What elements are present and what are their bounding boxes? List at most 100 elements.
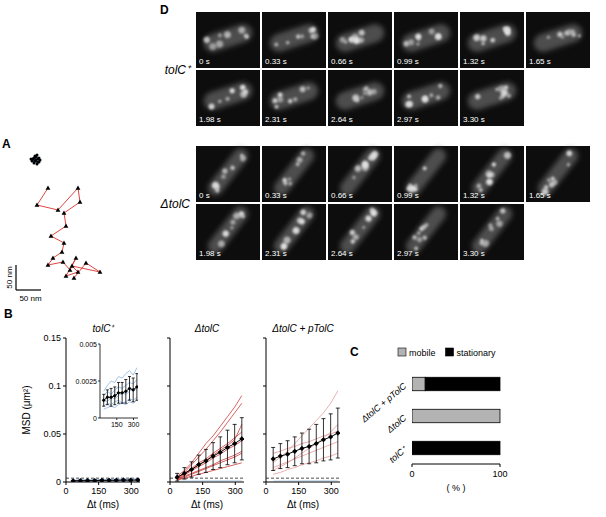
x-tick <box>331 482 332 485</box>
micrograph-background <box>394 12 458 68</box>
trace-line <box>104 380 137 396</box>
cell-glow <box>333 22 386 55</box>
mean-point <box>218 450 223 455</box>
cell-body <box>333 22 386 55</box>
frame-time: 0.33 s <box>265 191 287 200</box>
x-tick <box>98 482 99 485</box>
fluorescent-spot <box>479 240 485 246</box>
fluorescent-spot <box>487 222 493 228</box>
mean-point <box>113 394 117 398</box>
micrograph <box>460 203 524 260</box>
msd-panel: 00.050.10.150150300tolC⁺Δt (ms)MSD (μm²)… <box>4 307 140 510</box>
track-point <box>78 199 83 203</box>
frame-time: 1.98 s <box>199 115 221 124</box>
frame-time: 0.99 s <box>397 191 419 200</box>
track-point <box>60 249 65 253</box>
bar-panel: ΔtolC + pTolCΔtolCtolC⁺0100( % )mobilest… <box>350 345 508 493</box>
track-point <box>37 158 40 161</box>
micrograph-background <box>328 70 392 126</box>
x-tick-label: 300 <box>124 486 139 496</box>
track-point <box>98 269 103 273</box>
fluorescent-spot <box>349 229 357 237</box>
cell-glow <box>267 22 320 55</box>
error-bar <box>190 462 194 477</box>
mean-line <box>177 439 242 477</box>
error-bar <box>197 455 201 474</box>
track-line <box>37 188 100 278</box>
error-bar <box>278 444 282 469</box>
inset-y-tick <box>98 344 100 345</box>
track-point <box>38 161 41 164</box>
frame-time: 0.66 s <box>331 191 353 200</box>
y-axis <box>266 338 267 482</box>
image-panel: DtolC⁺0 s0.33 s0.66 s0.99 s1.32 s1.65 s1… <box>160 3 590 260</box>
fluorescent-spot <box>229 225 234 230</box>
inset-y-tick-label: 0 <box>93 415 97 422</box>
fluorescent-spot <box>208 42 217 51</box>
error-bar <box>110 388 113 406</box>
panel-label: C <box>350 345 359 359</box>
mean-point <box>121 477 126 482</box>
frame-time: 0 s <box>199 57 210 66</box>
fluorescent-spot <box>371 88 378 95</box>
micrograph <box>262 203 326 260</box>
bar <box>412 377 425 390</box>
error-bar <box>307 429 311 464</box>
track-point <box>64 223 69 227</box>
track-point <box>56 207 61 211</box>
y-tick <box>167 434 170 435</box>
fluorescent-spot <box>352 175 356 179</box>
fluorescent-spot <box>543 184 549 190</box>
error-bar <box>293 437 297 466</box>
fluorescent-spot <box>229 219 236 226</box>
fluorescent-spot <box>274 42 278 46</box>
cell-body <box>201 80 254 113</box>
error-bar <box>106 390 109 405</box>
fluorescent-spot <box>286 40 290 44</box>
bar <box>412 409 500 422</box>
track-point <box>36 154 39 157</box>
x-axis <box>66 482 140 483</box>
cell-glow <box>399 22 452 55</box>
mean-point <box>189 467 194 472</box>
fluorescent-spot <box>274 104 279 109</box>
fluorescent-spot <box>360 96 364 100</box>
fluorescent-spot <box>208 103 216 111</box>
micrograph-background <box>460 12 524 68</box>
mean-point <box>92 478 97 482</box>
micrograph <box>328 145 392 202</box>
fluorescent-spot <box>436 34 441 39</box>
fluorescent-spot <box>546 178 552 184</box>
track-point <box>34 160 37 163</box>
scale-bar-label: 50 nm <box>5 266 14 289</box>
fluorescent-spot <box>435 95 441 101</box>
scale-bar-label: 50 nm <box>19 294 42 303</box>
error-bar <box>113 387 116 405</box>
fluorescent-spot <box>578 34 582 38</box>
track-point <box>49 233 54 237</box>
fluorescent-spot <box>360 159 369 168</box>
x-tick <box>412 464 413 467</box>
fluorescent-spot <box>223 30 232 39</box>
track-point <box>76 185 81 189</box>
x-tick-label: 100 <box>492 469 507 479</box>
category-label: ΔtolC <box>384 413 408 436</box>
fluorescent-spot <box>499 207 506 214</box>
fluorescent-spot <box>295 34 301 40</box>
y-axis <box>66 338 67 482</box>
cell-body <box>399 80 452 113</box>
mean-point <box>99 478 104 482</box>
fluorescent-spot <box>299 86 307 94</box>
micrograph-background <box>460 204 524 260</box>
fluorescent-spot <box>287 98 292 103</box>
frame-time: 0.99 s <box>397 57 419 66</box>
cell-body <box>201 22 254 55</box>
micrograph <box>526 12 590 68</box>
track-point <box>51 255 56 259</box>
cell-body <box>465 22 518 55</box>
micrograph <box>328 203 392 260</box>
mean-point <box>131 388 135 392</box>
fluorescent-spot <box>367 155 373 161</box>
frame-time: 2.64 s <box>331 249 353 258</box>
x-axis-title: Δt (ms) <box>87 499 119 510</box>
